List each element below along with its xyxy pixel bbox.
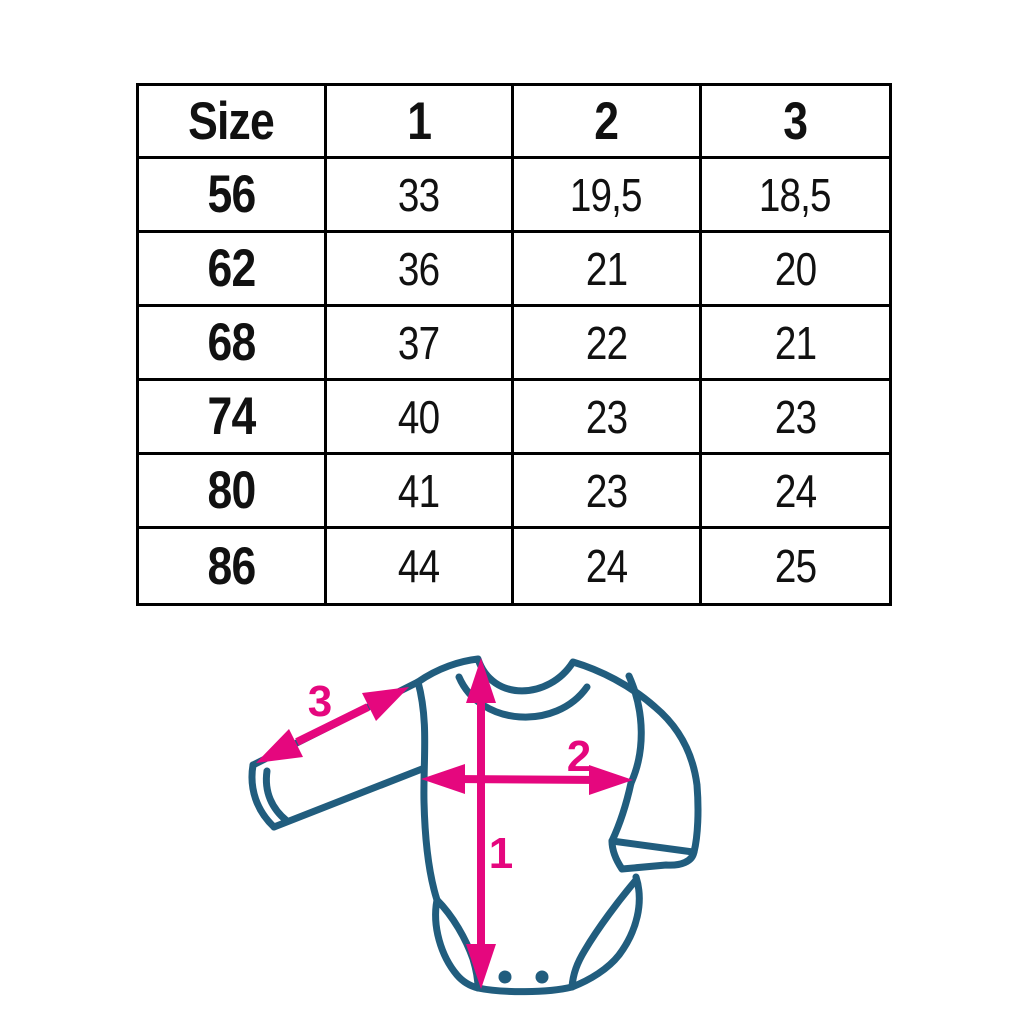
arrow-left-head <box>421 764 465 794</box>
body-top-and-right-sleeve-edge <box>414 655 702 856</box>
arrow-up-head <box>466 658 496 703</box>
cell-text: 20 <box>774 242 817 295</box>
size-cell: 62 <box>139 233 327 307</box>
column-header-cell: Size <box>139 86 327 159</box>
size-cell: 86 <box>139 529 327 603</box>
collar-inner-curve <box>455 673 591 721</box>
cell-text: 23 <box>774 390 817 443</box>
cell-text: 86 <box>207 536 256 596</box>
cell-text: 56 <box>207 165 256 224</box>
value-cell: 20 <box>701 233 889 307</box>
value-cell: 24 <box>701 455 889 529</box>
arrow-downleft-head <box>256 729 303 763</box>
cell-text: 37 <box>398 316 440 369</box>
size-cell: 80 <box>139 455 327 529</box>
cell-text: 24 <box>774 464 817 517</box>
arrow-down-head <box>466 944 496 989</box>
cell-text: 33 <box>398 168 440 221</box>
left-body-edge <box>414 678 441 904</box>
arrow-sleeve-length: 3 <box>256 677 409 763</box>
label-body-length: 1 <box>489 829 513 878</box>
cell-text: 40 <box>398 390 440 443</box>
left-leg-binding-outer <box>432 896 482 992</box>
arrow-chest-width-shaft <box>451 775 603 784</box>
value-cell: 23 <box>514 381 702 455</box>
arrow-body-length: 1 <box>466 658 513 989</box>
arrow-sleeve-length-shaft <box>295 703 370 746</box>
value-cell: 21 <box>701 307 889 381</box>
left-sleeve-bottom-edge <box>270 765 426 831</box>
value-cell: 25 <box>701 529 889 603</box>
label-chest-width: 2 <box>567 732 591 781</box>
value-cell: 19,5 <box>514 159 702 233</box>
cell-text: 18,5 <box>759 168 832 221</box>
column-header-text: 2 <box>594 91 619 151</box>
cell-text: 22 <box>585 316 628 369</box>
cell-text: 80 <box>207 461 256 520</box>
value-cell: 33 <box>326 159 514 233</box>
cell-text: 19,5 <box>570 168 643 221</box>
value-cell: 22 <box>514 307 702 381</box>
cell-text: 21 <box>774 316 817 369</box>
column-header-cell: 3 <box>701 86 889 159</box>
value-cell: 36 <box>326 233 514 307</box>
size-table: Size 1 2 3 56 33 19,5 18,5 62 36 21 20 68 37 22 21 74 40 2… <box>136 83 892 606</box>
right-armhole-seam <box>625 672 645 787</box>
snap-button-left <box>498 970 512 984</box>
right-body-edge <box>568 873 643 991</box>
value-cell: 40 <box>326 381 514 455</box>
left-cuff-end <box>248 761 278 831</box>
value-cell: 18,5 <box>701 159 889 233</box>
cell-text: 25 <box>774 540 817 592</box>
right-sleeve-inner-edge <box>608 779 635 845</box>
cell-text: 41 <box>398 464 440 517</box>
column-header-text: 3 <box>783 91 808 151</box>
value-cell: 23 <box>514 455 702 529</box>
cell-text: 68 <box>207 313 256 372</box>
value-cell: 44 <box>326 529 514 603</box>
value-cell: 23 <box>701 381 889 455</box>
arrow-right-head <box>589 765 633 795</box>
label-sleeve-length: 3 <box>308 677 332 726</box>
value-cell: 21 <box>514 233 702 307</box>
cell-text: 24 <box>585 540 628 592</box>
crotch-bottom-edge <box>474 983 576 996</box>
value-cell: 24 <box>514 529 702 603</box>
cell-text: 23 <box>585 464 628 517</box>
size-cell: 68 <box>139 307 327 381</box>
cell-text: 23 <box>585 390 628 443</box>
column-header-text: Size <box>188 91 275 151</box>
column-header-text: 1 <box>406 91 432 151</box>
column-header-cell: 2 <box>514 86 702 159</box>
arrow-upright-head <box>362 687 409 721</box>
right-leg-binding <box>568 876 640 991</box>
right-cuff-top-line <box>608 837 697 856</box>
cell-text: 21 <box>585 242 628 295</box>
cell-text: 44 <box>398 540 440 592</box>
size-cell: 74 <box>139 381 327 455</box>
size-cell: 56 <box>139 159 327 233</box>
column-header-cell: 1 <box>326 86 514 159</box>
right-cuff-band <box>608 837 698 873</box>
cell-text: 62 <box>207 239 256 298</box>
cell-text: 74 <box>207 387 256 446</box>
value-cell: 41 <box>326 455 514 529</box>
cell-text: 36 <box>398 242 440 295</box>
value-cell: 37 <box>326 307 514 381</box>
left-cuff-band-line <box>262 767 291 825</box>
snap-button-right <box>535 970 549 984</box>
arrow-chest-width: 2 <box>421 732 633 795</box>
